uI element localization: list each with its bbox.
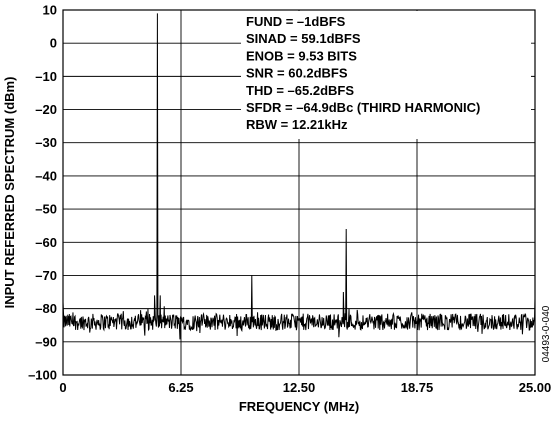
annotation-line: SINAD = 59.1dBFS (246, 31, 361, 46)
x-tick-labels: 0 6.25 12.50 18.75 25.00 (59, 380, 551, 395)
annotation-line: SNR = 60.2dBFS (246, 66, 348, 81)
y-tick-label: –100 (28, 368, 57, 383)
y-tick-label: –20 (35, 102, 57, 117)
y-tick-label: –30 (35, 135, 57, 150)
y-tick-label: –60 (35, 235, 57, 250)
x-axis-label: FREQUENCY (MHz) (239, 399, 359, 414)
y-tick-label: 10 (43, 3, 57, 18)
y-tick-label: –50 (35, 202, 57, 217)
y-tick-label: –70 (35, 268, 57, 283)
x-tick-label: 18.75 (401, 380, 434, 395)
x-tick-label: 25.00 (519, 380, 552, 395)
y-tick-labels: 10 0 –10 –20 –30 –40 –50 –60 –70 –80 –90 –100 (28, 3, 57, 383)
figure-id: 04493-0-040 (541, 305, 552, 362)
y-tick-label: –90 (35, 334, 57, 349)
spectrum-trace (62, 13, 536, 340)
annotation-line: SFDR = –64.9dBc (THIRD HARMONIC) (246, 100, 480, 115)
annotation-background (241, 11, 531, 139)
y-axis-label: INPUT REFERRED SPECTRUM (dBm) (2, 77, 17, 309)
x-tick-label: 6.25 (168, 380, 193, 395)
annotation-box: FUND = –1dBFS SINAD = 59.1dBFS ENOB = 9.53… (241, 11, 531, 139)
y-tick-label: –80 (35, 301, 57, 316)
y-tick-label: –40 (35, 168, 57, 183)
annotation-line: RBW = 12.21kHz (246, 117, 348, 132)
y-tick-label: 0 (50, 36, 57, 51)
annotation-line: FUND = –1dBFS (246, 14, 346, 29)
x-tick-label: 12.50 (283, 380, 316, 395)
y-tick-label: –10 (35, 69, 57, 84)
plot-frame (62, 9, 536, 376)
annotation-line: THD = –65.2dBFS (246, 83, 354, 98)
x-tick-label: 0 (59, 380, 66, 395)
annotation-line: ENOB = 9.53 BITS (246, 48, 357, 63)
